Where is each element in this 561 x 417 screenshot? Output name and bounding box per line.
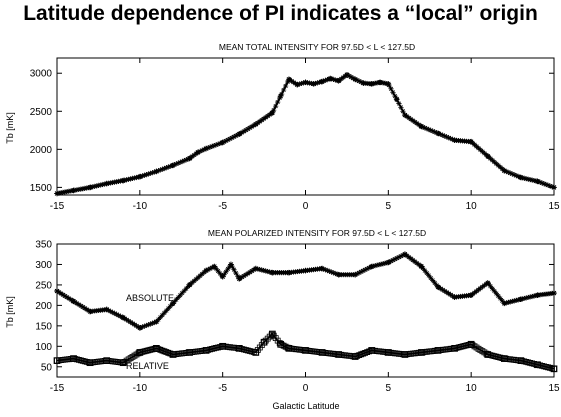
absolute-markers [54,251,557,331]
polarized-intensity-panel: MEAN POLARIZED INTENSITY FOR 97.5D < L <… [5,228,560,411]
x-tick-label: -5 [218,201,227,212]
x-tick-label: -10 [133,201,148,212]
polarized-intensity-y-axis-label: Tb [mK] [5,296,15,328]
x-tick-label: 15 [548,201,560,212]
x-tick-label: -10 [133,383,148,394]
y-tick-label: 3000 [30,69,53,80]
polarized-intensity-series [53,251,558,373]
series-0-point [277,93,284,99]
y-tick-label: 300 [35,260,52,271]
x-tick-label: -15 [50,201,65,212]
x-tick-label: 15 [548,383,560,394]
y-tick-label: 250 [35,280,52,291]
series-0-line [56,73,555,195]
total-intensity-panel: MEAN TOTAL INTENSITY FOR 97.5D < L < 127… [5,42,560,212]
polarized-intensity-title: MEAN POLARIZED INTENSITY FOR 97.5D < L <… [208,228,426,238]
page-title: Latitude dependence of PI indicates a “l… [23,2,538,25]
total-intensity-plot-frame [56,57,555,196]
x-tick-label: 0 [303,201,309,212]
x-tick-label: 5 [386,383,392,394]
total-intensity-series [54,71,557,197]
y-tick-label: 1500 [30,183,53,194]
relative-series-label: RELATIVE [126,361,169,371]
x-axis-label: Galactic Latitude [272,401,339,411]
relative-markers [54,331,557,372]
absolute-series-label: ABSOLUTE [126,293,174,303]
y-tick-label: 2000 [30,145,53,156]
y-tick-label: 2500 [30,107,53,118]
y-tick-label: 350 [35,240,52,251]
x-tick-label: -15 [50,383,65,394]
total-intensity-y-axis-label: Tb [mK] [5,112,15,144]
series-0-markers [54,72,557,197]
polarized-intensity-ticks: -15 -10 -5 0 5 10 15 50 100 150 200 250 300 350 [35,240,560,395]
total-intensity-ticks: -15 -10 -5 0 5 10 15 1500 2000 2500 3000 [30,58,560,212]
y-tick-label: 200 [35,301,52,312]
y-tick-label: 50 [41,362,53,373]
x-tick-label: 0 [303,383,309,394]
x-tick-label: 10 [466,383,478,394]
x-tick-label: 10 [466,201,478,212]
total-intensity-title: MEAN TOTAL INTENSITY FOR 97.5D < L < 127… [219,42,415,52]
y-tick-label: 150 [35,321,52,332]
x-tick-label: 5 [386,201,392,212]
x-tick-label: -5 [218,383,227,394]
y-tick-label: 100 [35,342,52,353]
